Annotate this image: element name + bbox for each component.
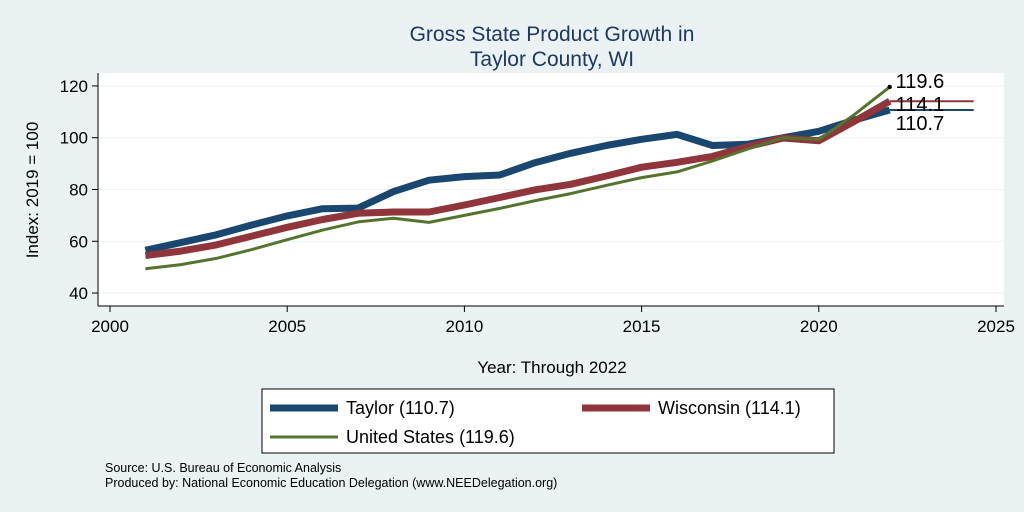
y-tick-label: 40: [69, 284, 88, 303]
end-value-label: 114.1: [896, 94, 945, 116]
end-value-label: 110.7: [896, 113, 945, 135]
line-chart: Gross State Product Growth in Taylor Cou…: [23, 23, 1015, 454]
x-axis-title: Year: Through 2022: [477, 358, 626, 377]
source-note: Source: U.S. Bureau of Economic Analysis: [105, 461, 342, 475]
x-tick-label: 2010: [445, 317, 483, 336]
series-lines: [144, 85, 892, 271]
chart-title-line-2: Taylor County, WI: [470, 48, 634, 71]
chart-title-line-1: Gross State Product Growth in: [410, 23, 695, 46]
producer-note: Produced by: National Economic Education…: [105, 476, 558, 490]
x-tick-label: 2005: [268, 317, 306, 336]
legend-label-united-states: United States (119.6): [346, 427, 515, 447]
axes: 40 60 80 100 120 2000 2005 2010 2015 2020 2025: [60, 73, 1015, 336]
x-tick-label: 2020: [800, 317, 838, 336]
end-value-label: 119.6: [896, 71, 945, 93]
legend: Taylor (110.7) Wisconsin (114.1) United St…: [270, 398, 801, 447]
y-tick-label: 60: [69, 232, 88, 251]
y-axis-title: Index: 2019 = 100: [23, 122, 42, 259]
x-tick-label: 2015: [623, 317, 661, 336]
legend-box: [261, 388, 835, 454]
x-tick-label: 2000: [91, 317, 129, 336]
x-tick-label: 2025: [977, 317, 1015, 336]
y-tick-label: 80: [69, 181, 88, 200]
legend-label-taylor: Taylor (110.7): [346, 398, 455, 418]
end-marker: [887, 84, 892, 90]
y-tick-label: 100: [60, 129, 88, 148]
y-tick-label: 120: [60, 77, 88, 96]
legend-label-wisconsin: Wisconsin (114.1): [658, 398, 801, 418]
series-line-united-states: [145, 85, 891, 271]
